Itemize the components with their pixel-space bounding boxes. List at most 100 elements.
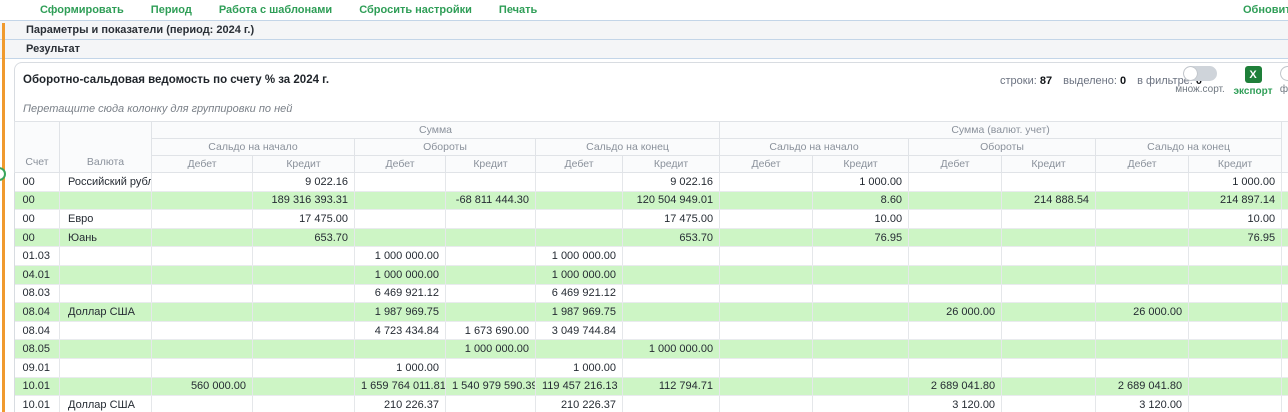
cell-amount <box>1095 172 1190 192</box>
cell-amount: 4 723 434.84 <box>354 321 446 341</box>
cell-amount <box>252 395 355 412</box>
leaf-header-credit[interactable]: Кредит <box>1188 155 1283 173</box>
section-parameters-header[interactable]: Параметры и показатели (период: 2024 г.) <box>0 21 1288 40</box>
cell-amount: 210 226.37 <box>535 395 623 412</box>
table-row[interactable]: 08.04 Доллар США 1 987 969.75 1 987 969.75 2… <box>14 302 1288 322</box>
table-row[interactable]: 10.01 560 000.00 1 659 764 011.81 1 540 979… <box>14 377 1288 397</box>
cell-amount <box>354 339 446 359</box>
edge-collapse-handle[interactable] <box>0 167 6 181</box>
cell-amount <box>812 302 910 322</box>
cell-amount <box>151 339 253 359</box>
cell-amount: 112 794.71 <box>622 377 721 397</box>
cell-amount <box>622 284 721 304</box>
filler-cell <box>1281 321 1288 341</box>
cell-amount: 214 897.14 <box>1188 191 1283 211</box>
cell-amount: 1 000.00 <box>812 172 910 192</box>
cell-amount <box>719 191 814 211</box>
table-row[interactable]: 08.04 4 723 434.84 1 673 690.00 3 049 744.8… <box>14 321 1288 341</box>
leaf-header-debit[interactable]: Дебет <box>354 155 446 173</box>
subgroup-opening-balance[interactable]: Сальдо на начало <box>151 138 355 156</box>
cell-amount <box>1095 284 1190 304</box>
group-header-sum-currency: Сумма (валют. учет) <box>719 121 1283 139</box>
subgroup-turnover[interactable]: Обороты <box>354 138 536 156</box>
table-row[interactable]: 00 189 316 393.31 -68 811 444.30 120 504 94… <box>14 191 1288 211</box>
cell-amount <box>151 246 253 266</box>
cell-amount <box>1095 321 1190 341</box>
leaf-header-credit[interactable]: Кредит <box>812 155 910 173</box>
cell-account: 00 <box>14 172 60 192</box>
cell-amount: 119 457 216.13 <box>535 377 623 397</box>
table-row[interactable]: 01.03 1 000 000.00 1 000 000.00 <box>14 246 1288 266</box>
cell-amount <box>812 395 910 412</box>
leaf-header-credit[interactable]: Кредит <box>621 155 721 173</box>
cell-amount <box>151 302 253 322</box>
cell-amount <box>1001 246 1097 266</box>
cell-amount: 1 000.00 <box>1188 172 1283 192</box>
table-row[interactable]: 00 Юань 653.70 653.70 76.95 76.95 <box>14 228 1288 248</box>
filter-toggle[interactable] <box>1280 66 1288 81</box>
cell-amount: 2 689 041.80 <box>908 377 1003 397</box>
subgroup-closing-balance[interactable]: Сальдо на конец <box>534 138 721 156</box>
filler-cell <box>1281 284 1288 304</box>
leaf-header-debit[interactable]: Дебет <box>908 155 1003 173</box>
cell-amount: 17 475.00 <box>252 209 355 229</box>
menu-item-period[interactable]: Период <box>150 4 192 16</box>
leaf-header-credit[interactable]: Кредит <box>445 155 536 173</box>
leaf-header-debit[interactable]: Дебет <box>151 155 253 173</box>
cell-amount <box>1001 265 1097 285</box>
leaf-header-debit[interactable]: Дебет <box>719 155 814 173</box>
grouping-drop-zone[interactable]: Перетащите сюда колонку для группировки … <box>23 103 293 115</box>
cell-amount <box>1001 172 1097 192</box>
table-row[interactable]: 00 Евро 17 475.00 17 475.00 10.00 10.00 <box>14 209 1288 229</box>
cell-amount: 1 540 979 590.39 <box>445 377 536 397</box>
section-result-header[interactable]: Результат <box>0 40 1288 59</box>
table-row[interactable]: 09.01 1 000.00 1 000.00 <box>14 358 1288 378</box>
cell-amount <box>151 265 253 285</box>
filter-label: фильтр <box>1279 84 1288 95</box>
menu-item-reset-settings[interactable]: Сбросить настройки <box>359 4 472 16</box>
menu-item-refresh[interactable]: Обновить <box>1243 4 1288 16</box>
cell-amount: 1 000 000.00 <box>535 246 623 266</box>
multisort-toggle[interactable] <box>1183 66 1217 81</box>
subgroup-turnover[interactable]: Обороты <box>908 138 1097 156</box>
cell-amount <box>1095 228 1190 248</box>
leaf-header-credit[interactable]: Кредит <box>1001 155 1097 173</box>
cell-amount <box>1188 265 1283 285</box>
subgroup-closing-balance[interactable]: Сальдо на конец <box>1095 138 1283 156</box>
cell-amount <box>719 284 814 304</box>
table-row[interactable]: 08.05 1 000 000.00 1 000 000.00 <box>14 339 1288 359</box>
cell-account: 04.01 <box>14 265 60 285</box>
cell-amount <box>445 209 536 229</box>
cell-amount <box>719 172 814 192</box>
cell-amount: -68 811 444.30 <box>445 191 536 211</box>
cell-amount <box>252 321 355 341</box>
leaf-header-debit[interactable]: Дебет <box>535 155 623 173</box>
leaf-header-credit[interactable]: Кредит <box>252 155 355 173</box>
stat-filtered-label: в фильтре: <box>1137 75 1193 87</box>
cell-amount <box>719 377 814 397</box>
table-row[interactable]: 04.01 1 000 000.00 1 000 000.00 <box>14 265 1288 285</box>
cell-account: 08.03 <box>14 284 60 304</box>
excel-export-icon[interactable]: X <box>1244 66 1262 83</box>
cell-amount <box>445 284 536 304</box>
cell-amount <box>622 246 721 266</box>
cell-account: 10.01 <box>14 377 60 397</box>
column-header-account[interactable]: Счет <box>14 121 60 173</box>
menu-item-print[interactable]: Печать <box>498 4 538 16</box>
cell-amount: 1 000 000.00 <box>354 265 446 285</box>
cell-amount: 653.70 <box>622 228 721 248</box>
menu-item-templates[interactable]: Работа с шаблонами <box>218 4 333 16</box>
cell-account: 10.01 <box>14 395 60 412</box>
left-accent-bar <box>2 23 5 412</box>
leaf-header-debit[interactable]: Дебет <box>1095 155 1190 173</box>
table-row[interactable]: 10.01 Доллар США 210 226.37 210 226.37 3 120… <box>14 395 1288 412</box>
table-row[interactable]: 08.03 6 469 921.12 6 469 921.12 <box>14 284 1288 304</box>
subgroup-opening-balance[interactable]: Сальдо на начало <box>719 138 910 156</box>
cell-currency <box>59 358 152 378</box>
table-row[interactable]: 00 Российский рубль 9 022.16 9 022.16 1 000.… <box>14 172 1288 192</box>
column-header-currency[interactable]: Валюта <box>59 121 152 173</box>
cell-amount <box>252 265 355 285</box>
cell-amount <box>445 358 536 378</box>
menu-item-generate[interactable]: Сформировать <box>40 4 124 16</box>
cell-amount <box>252 377 355 397</box>
